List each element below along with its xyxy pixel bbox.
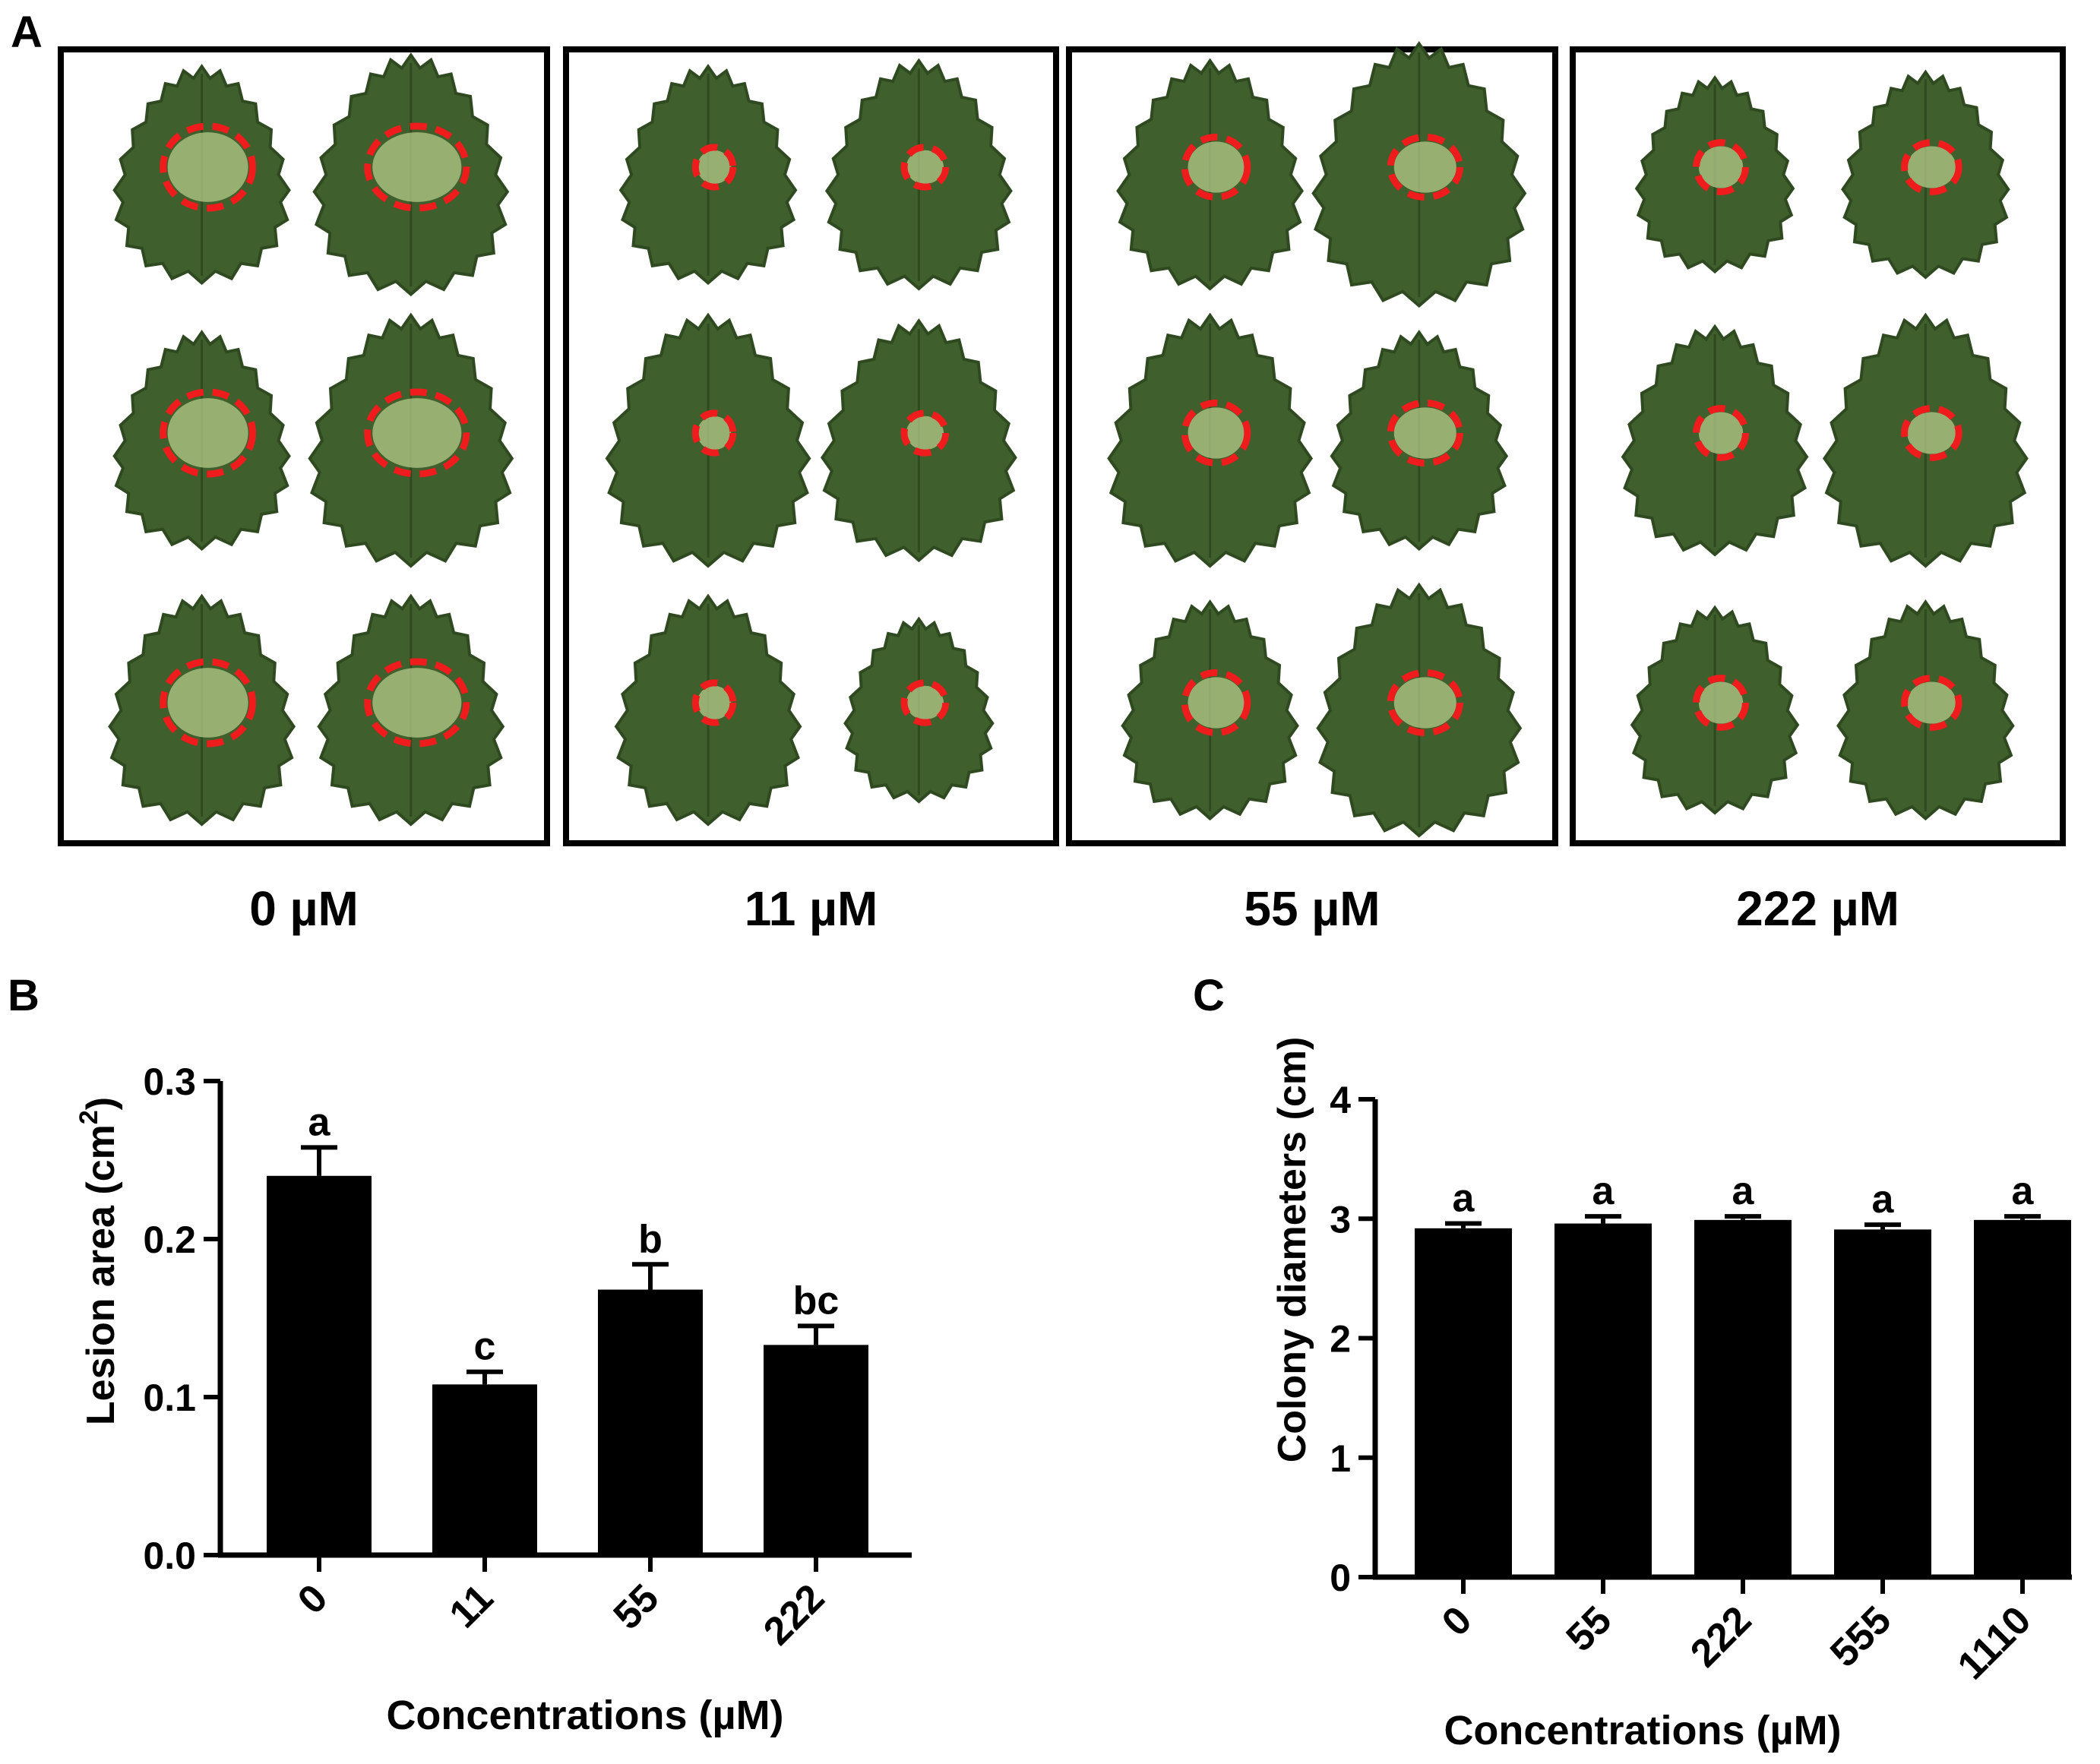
- lesion-area: [906, 685, 944, 720]
- lesion-area: [372, 668, 462, 738]
- concentration-label: 55 µM: [1244, 881, 1380, 936]
- x-tick-label: 222: [755, 1576, 833, 1653]
- lesion-area: [1393, 141, 1456, 193]
- chart-c-y-axis-label: Colony diameters (cm): [1270, 1037, 1314, 1463]
- bar: [598, 1289, 703, 1555]
- lesion-area: [1907, 146, 1956, 188]
- lesion-marker-circle: [1387, 669, 1463, 737]
- concentration-label: 0 µM: [249, 881, 359, 936]
- lesion-marker-circle: [364, 658, 470, 748]
- lesion-marker-circle: [1693, 405, 1749, 461]
- y-tick-label: 2: [1330, 1318, 1351, 1361]
- bar: [1554, 1223, 1652, 1577]
- lesion-area: [1698, 412, 1744, 454]
- lesion-marker-circle: [1901, 405, 1962, 461]
- y-tick-label: 0.0: [143, 1535, 196, 1577]
- lesion-area: [1698, 681, 1744, 724]
- lesion-area: [372, 398, 462, 468]
- lesion-area: [697, 150, 732, 185]
- lesion-marker-circle: [364, 122, 470, 212]
- lesion-marker-circle: [1901, 139, 1962, 195]
- lesion-marker-circle: [1181, 669, 1251, 737]
- y-tick-label: 0.3: [143, 1061, 196, 1103]
- chart-b: Lesion area (cm2) Concentrations (µM) 0.…: [74, 1061, 912, 1738]
- chart-b-x-axis-label: Concentrations (µM): [386, 1693, 783, 1738]
- lesion-area: [906, 150, 944, 185]
- lesion-marker-circle: [1387, 133, 1463, 201]
- chart-c: Colony diameters (cm) Concentrations (µM…: [1270, 1037, 2072, 1753]
- y-tick-label: 1: [1330, 1437, 1351, 1480]
- lesion-area: [1698, 146, 1744, 188]
- x-tick-label: 55: [1558, 1598, 1621, 1660]
- lesion-marker-circle: [1901, 675, 1962, 731]
- bar: [764, 1345, 868, 1555]
- lesion-marker-circle: [364, 388, 470, 478]
- significance-letter: bc: [793, 1279, 840, 1323]
- lesion-marker-circle: [691, 144, 737, 191]
- lesion-area: [697, 416, 732, 450]
- panel-c-label: C: [1193, 971, 1225, 1020]
- significance-letter: b: [638, 1217, 663, 1261]
- concentration-label: 222 µM: [1736, 881, 1899, 936]
- lesion-marker-circle: [1387, 399, 1463, 467]
- chart-c-x-axis-label: Concentrations (µM): [1444, 1708, 1841, 1753]
- lesion-area: [697, 685, 732, 720]
- lesion-area: [1393, 407, 1456, 459]
- lesion-marker-circle: [160, 658, 257, 748]
- lesion-marker-circle: [691, 409, 737, 457]
- significance-letter: c: [474, 1325, 496, 1369]
- significance-letter: a: [1872, 1178, 1895, 1222]
- lesion-area: [1393, 677, 1456, 729]
- chart-b-y-axis-label: Lesion area (cm2): [74, 1097, 123, 1425]
- lesion-area: [1907, 681, 1956, 724]
- panel-b-label: B: [8, 971, 40, 1020]
- y-tick-label: 0.2: [143, 1219, 196, 1261]
- lesion-area: [167, 132, 248, 202]
- significance-letter: a: [1732, 1169, 1755, 1213]
- x-tick-label: 55: [606, 1576, 668, 1638]
- bar: [1694, 1219, 1792, 1577]
- lesion-marker-circle: [160, 122, 257, 212]
- lesion-marker-circle: [1181, 399, 1251, 467]
- lesion-area: [906, 416, 944, 450]
- x-tick-label: 11: [441, 1576, 502, 1636]
- lesion-marker-circle: [1693, 675, 1749, 731]
- y-tick-label: 4: [1330, 1079, 1351, 1121]
- lesion-marker-circle: [1693, 139, 1749, 195]
- significance-letter: a: [1453, 1177, 1475, 1221]
- bar: [1974, 1219, 2071, 1577]
- bar: [1415, 1228, 1512, 1577]
- lesion-area: [372, 132, 462, 202]
- lesion-marker-circle: [900, 409, 950, 457]
- lesion-marker-circle: [900, 679, 950, 726]
- bar: [1834, 1229, 1931, 1577]
- panel-a-photos: 0 µM 11 µM 55 µM 222 µM: [58, 41, 2066, 936]
- x-tick-label: 0: [1434, 1598, 1480, 1644]
- lesion-marker-circle: [1181, 133, 1251, 201]
- lesion-marker-circle: [691, 679, 737, 726]
- significance-letter: a: [1592, 1169, 1615, 1213]
- concentration-label: 11 µM: [745, 881, 878, 936]
- x-tick-label: 555: [1822, 1598, 1899, 1675]
- significance-letter: a: [2012, 1169, 2035, 1213]
- lesion-marker-circle: [900, 144, 950, 191]
- lesion-area: [1907, 412, 1956, 454]
- lesion-area: [1188, 677, 1245, 729]
- x-tick-label: 1110: [1950, 1598, 2040, 1688]
- bar: [432, 1384, 537, 1555]
- significance-letter: a: [308, 1100, 331, 1144]
- panel-a-label: A: [11, 8, 43, 57]
- bar: [267, 1175, 372, 1555]
- x-tick-label: 0: [289, 1576, 336, 1622]
- x-tick-label: 222: [1682, 1598, 1760, 1675]
- lesion-area: [1188, 407, 1245, 459]
- lesion-area: [167, 398, 248, 468]
- y-tick-label: 3: [1330, 1198, 1351, 1241]
- y-tick-label: 0: [1330, 1557, 1351, 1599]
- lesion-area: [1188, 141, 1245, 193]
- y-tick-label: 0.1: [143, 1377, 196, 1419]
- lesion-marker-circle: [160, 388, 257, 478]
- lesion-area: [167, 668, 248, 738]
